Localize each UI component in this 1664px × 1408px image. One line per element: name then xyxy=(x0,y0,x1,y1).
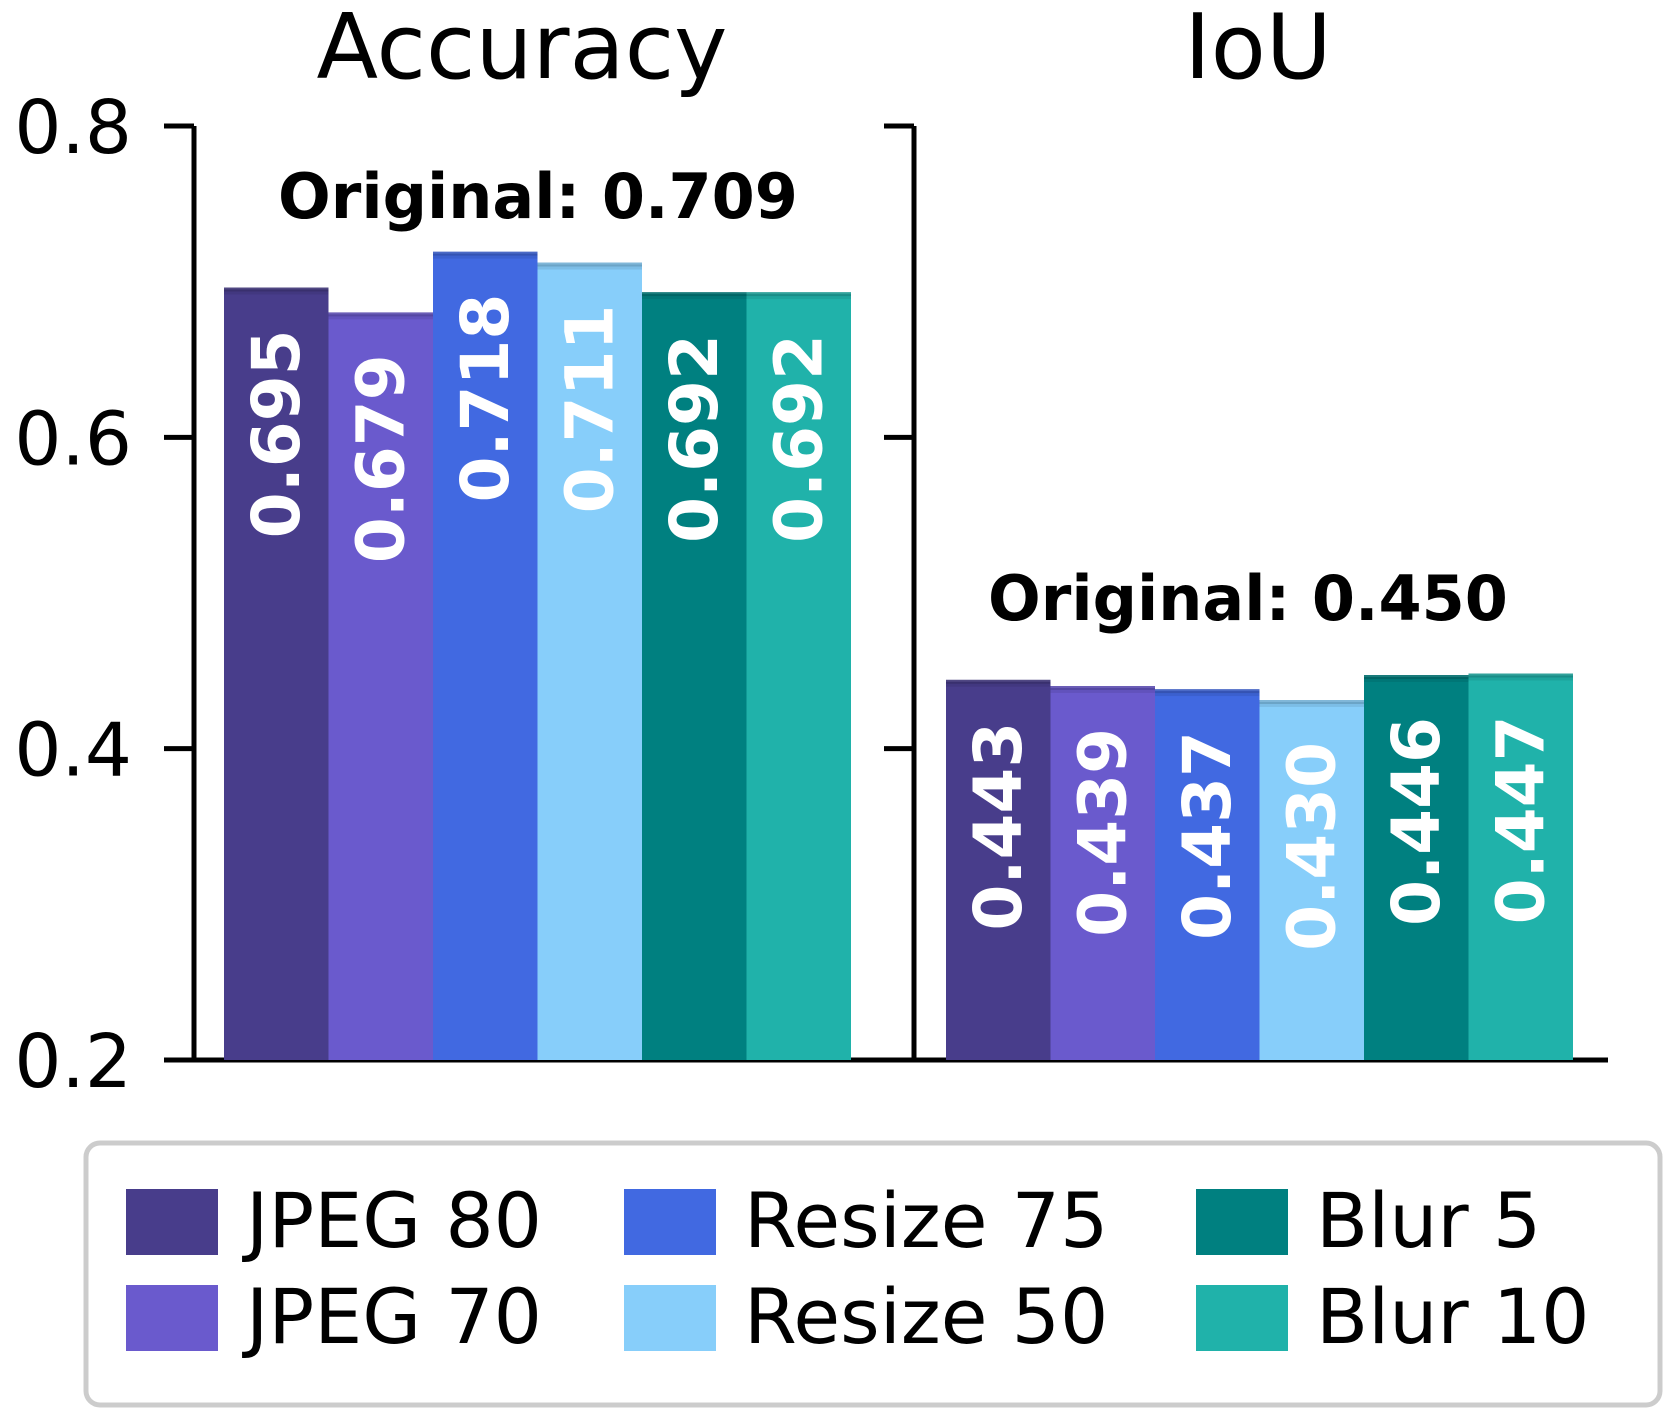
bar xyxy=(433,253,538,1060)
bar-top-edge xyxy=(1259,701,1364,707)
bar xyxy=(1155,691,1260,1060)
bar-value-label: 0.692 xyxy=(761,334,838,543)
bar-value-label: 0.692 xyxy=(656,334,733,543)
panel-title: Accuracy xyxy=(317,0,728,100)
bar xyxy=(1259,701,1364,1060)
labels-layer: Accuracy 0.2 0.4 0.6 0.8 0.695 0.679 0.718 0.711… xyxy=(14,0,1559,1105)
bar-value-label: 0.718 xyxy=(447,294,524,503)
y-tick-label: 0.4 xyxy=(14,708,132,794)
legend-swatch xyxy=(1196,1285,1288,1351)
bar-value-label: 0.430 xyxy=(1274,742,1351,951)
bar-top-edge xyxy=(1155,691,1260,697)
bars-layer xyxy=(224,251,1573,1060)
legend-label: Resize 75 xyxy=(744,1176,1108,1265)
legend-swatch xyxy=(624,1285,716,1351)
bar-value-label: 0.439 xyxy=(1065,728,1142,937)
panel-title: IoU xyxy=(1184,0,1331,100)
bar-value-label: 0.443 xyxy=(960,722,1037,931)
y-tick-label: 0.8 xyxy=(14,85,132,171)
bar-value-label: 0.679 xyxy=(343,354,420,563)
legend-label: Blur 10 xyxy=(1316,1272,1590,1361)
bar-value-label: 0.695 xyxy=(238,329,315,538)
bar-value-label: 0.446 xyxy=(1378,717,1455,926)
bar xyxy=(1050,687,1155,1060)
bar xyxy=(642,294,747,1060)
bar-top-edge xyxy=(746,294,851,300)
bar-top-edge xyxy=(946,681,1051,687)
legend-swatch xyxy=(1196,1189,1288,1255)
y-tick-label: 0.2 xyxy=(14,1019,132,1105)
legend-label: Blur 5 xyxy=(1316,1176,1541,1265)
bar-value-label: 0.447 xyxy=(1483,716,1560,925)
legend-label: Resize 50 xyxy=(744,1272,1108,1361)
legend-label: JPEG 80 xyxy=(242,1176,542,1265)
y-tick-label: 0.6 xyxy=(14,396,132,482)
bar-value-label: 0.711 xyxy=(552,305,629,514)
original-annotation: Original: 0.709 xyxy=(278,160,798,233)
bar-top-edge xyxy=(224,289,329,295)
bar-value-label: 0.437 xyxy=(1169,731,1246,940)
bar xyxy=(537,264,642,1060)
bar xyxy=(328,314,433,1060)
bar-top-edge xyxy=(1468,675,1573,681)
bar-top-edge xyxy=(1050,687,1155,693)
bar xyxy=(746,294,851,1060)
legend-swatch xyxy=(126,1285,218,1351)
bar-top-edge xyxy=(433,253,538,259)
bar xyxy=(224,289,329,1060)
legend-swatch xyxy=(126,1189,218,1255)
bar xyxy=(1364,677,1469,1060)
bar-top-edge xyxy=(328,314,433,320)
bar-top-edge xyxy=(537,264,642,270)
legend-swatch xyxy=(624,1189,716,1255)
bar xyxy=(946,681,1051,1060)
bar-top-edge xyxy=(1364,677,1469,683)
bar xyxy=(1468,675,1573,1060)
bar-top-edge xyxy=(642,294,747,300)
legend-label: JPEG 70 xyxy=(242,1272,542,1361)
original-annotation: Original: 0.450 xyxy=(988,562,1508,635)
